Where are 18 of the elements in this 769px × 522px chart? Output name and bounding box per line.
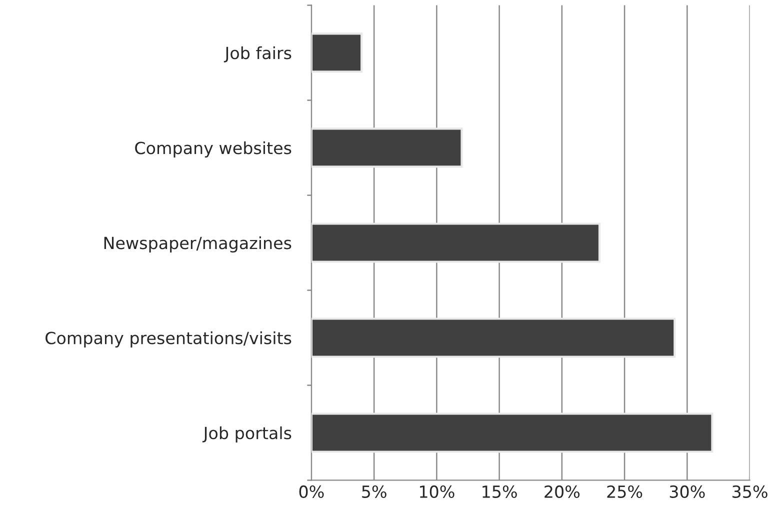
- y-tick-label: Company websites: [135, 141, 292, 158]
- bar: [311, 412, 714, 453]
- y-tick-label: Company presentations/visits: [46, 331, 292, 348]
- x-tick-label: 10%: [420, 485, 454, 498]
- x-tick-label: 35%: [732, 485, 768, 498]
- x-tick-label: 15%: [482, 485, 517, 498]
- x-tick-label: 5%: [362, 485, 386, 498]
- bar: [311, 128, 463, 168]
- x-tick-label: 0%: [299, 485, 324, 498]
- y-tick-label: Job fairs: [224, 46, 292, 62]
- bar: [311, 222, 601, 263]
- x-tick-label: 30%: [670, 485, 705, 498]
- x-tick-label: 25%: [607, 485, 642, 498]
- y-tick-label: Newspaper/magazines: [104, 236, 292, 253]
- y-tick-label: Job portals: [202, 426, 292, 443]
- x-tick-label: 20%: [544, 485, 580, 498]
- bar: [311, 318, 676, 358]
- bar: [311, 32, 363, 73]
